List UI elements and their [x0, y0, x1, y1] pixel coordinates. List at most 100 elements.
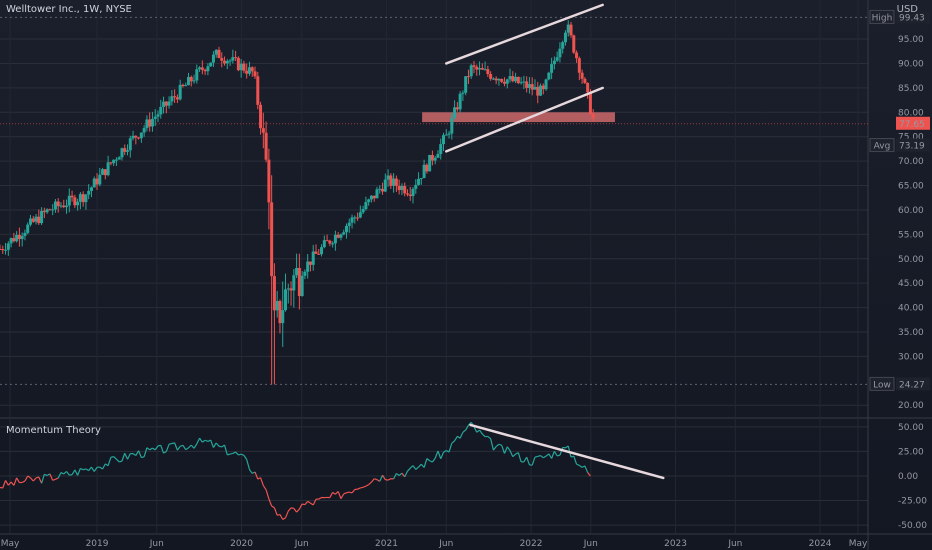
momentum-segment — [548, 453, 553, 459]
candle-body — [12, 238, 16, 242]
momentum-segment — [385, 479, 389, 481]
momentum-segment — [578, 464, 583, 468]
momentum-segment — [176, 445, 181, 451]
momentum-segment — [537, 454, 541, 458]
momentum-segment — [135, 450, 140, 456]
x-tick-label: 2023 — [664, 539, 687, 549]
momentum-segment — [157, 444, 161, 447]
candle-body — [417, 178, 421, 185]
candle-body — [458, 93, 462, 110]
candle-body — [469, 65, 473, 77]
candle-body — [541, 85, 545, 90]
momentum-segment — [243, 455, 248, 460]
momentum-segment — [179, 444, 184, 447]
candle-body — [4, 249, 8, 251]
candle-body — [95, 178, 99, 185]
momentum-segment — [174, 442, 178, 451]
candle-body — [328, 240, 332, 244]
momentum-segment — [163, 451, 167, 454]
momentum-segment — [526, 456, 530, 466]
candle-body — [583, 78, 587, 83]
candle-body — [502, 81, 506, 84]
momentum-segment — [143, 447, 148, 457]
momentum-segment — [542, 455, 547, 459]
momentum-segment — [346, 491, 350, 494]
high-badge-value-box — [896, 10, 930, 24]
momentum-segment — [531, 456, 536, 466]
currency-label: USD — [896, 4, 918, 15]
candle-body — [514, 76, 518, 82]
candle-body — [84, 194, 88, 203]
momentum-segment — [337, 491, 342, 499]
momentum-segment — [146, 447, 151, 451]
candle-body — [286, 288, 290, 290]
momentum-segment — [88, 466, 92, 471]
momentum-segment — [277, 513, 281, 516]
x-tick-label: 2021 — [375, 539, 398, 549]
avg-badge-value: 73.19 — [899, 142, 925, 152]
candle-body — [256, 76, 260, 105]
y-tick-label: 20.00 — [898, 401, 924, 411]
candle-body — [372, 195, 376, 199]
momentum-segment — [171, 442, 175, 445]
momentum-segment — [190, 444, 195, 449]
price-y-axis[interactable]: 95.00 90.00 85.00 80.00 75.00 70.00 65.00 60.00… — [898, 35, 924, 411]
candle-body — [461, 92, 465, 94]
momentum-segment — [396, 472, 400, 476]
candle-body — [322, 240, 326, 248]
candle-body — [505, 79, 509, 84]
momentum-segment — [559, 447, 564, 456]
indicator-y-axis[interactable]: 50.00 25.00 0.00 -25.00 -50.00 — [898, 423, 927, 531]
low-badge-value-box — [896, 377, 930, 391]
momentum-segment — [90, 466, 95, 472]
momentum-segment — [24, 475, 29, 482]
candle-body — [192, 80, 196, 82]
candle-body — [563, 32, 567, 43]
momentum-segment — [357, 487, 361, 490]
y-tick-label: 60.00 — [898, 206, 924, 216]
momentum-segment — [168, 442, 172, 445]
momentum-segment — [370, 478, 375, 483]
time-x-axis[interactable]: May 2019 Jun 2020 Jun 2021 Jun 2022 Jun 2023 Jun 20… — [1, 539, 868, 549]
candle-body — [92, 178, 96, 188]
low-badge-label: Low — [873, 380, 891, 390]
candle-body — [178, 84, 182, 100]
x-tick-label: May — [849, 539, 868, 549]
candle-body — [403, 185, 407, 194]
candle-body — [336, 234, 340, 238]
candle-body — [242, 63, 246, 71]
momentum-segment — [0, 486, 3, 489]
momentum-segment — [423, 458, 428, 468]
candle-body — [53, 201, 57, 210]
candle-body — [478, 67, 482, 70]
channel-trendlines[interactable] — [445, 3, 604, 153]
momentum-segment — [343, 492, 347, 495]
momentum-segment — [556, 454, 561, 457]
momentum-segment — [113, 456, 117, 460]
momentum-segment — [512, 453, 516, 458]
momentum-segment — [77, 468, 81, 476]
candle-body — [245, 70, 249, 74]
momentum-segment — [185, 447, 189, 451]
momentum-segment — [246, 459, 251, 470]
momentum-segment — [80, 467, 84, 471]
candle-body — [439, 144, 443, 155]
y-tick-label: 85.00 — [898, 84, 924, 94]
momentum-segment — [227, 453, 231, 456]
candle-body — [150, 118, 154, 127]
candle-body — [40, 210, 44, 224]
candle-body — [145, 119, 149, 129]
candle-body — [184, 85, 188, 87]
candle-body — [101, 169, 105, 175]
indicator-tick-label: 0.00 — [898, 472, 918, 482]
momentum-segment — [468, 421, 472, 426]
candle-body — [491, 78, 495, 80]
candle-body — [261, 128, 265, 133]
candle-body — [48, 209, 52, 211]
support-resistance-zone — [422, 112, 615, 123]
momentum-segment — [490, 438, 494, 451]
momentum-segment — [440, 451, 445, 459]
candle-body — [284, 289, 288, 311]
momentum-segment — [232, 451, 236, 454]
